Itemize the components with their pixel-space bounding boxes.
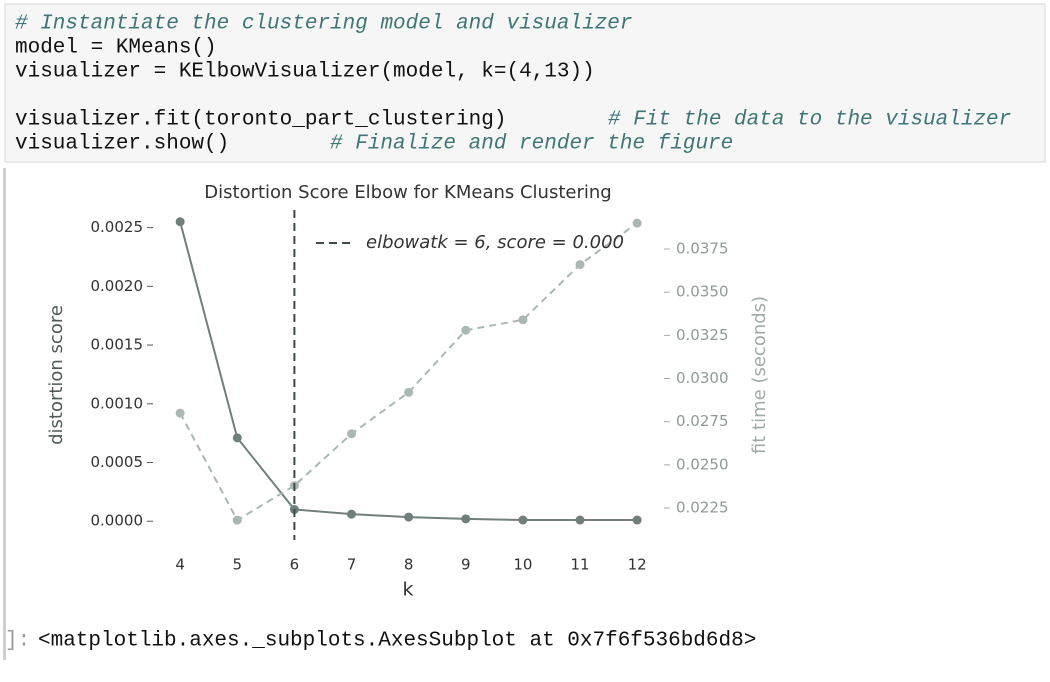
code-comment: # Fit the data to the visualizer (608, 109, 1011, 132)
data-point (461, 325, 471, 335)
code-line: model = KMeans() (15, 37, 217, 60)
y2-tick-label: 0.0350 (676, 283, 729, 301)
x-tick-label: 7 (347, 556, 357, 574)
y2-tick-label: 0.0250 (676, 455, 729, 473)
data-point (461, 514, 471, 524)
data-point (175, 217, 185, 227)
code-cell (4, 3, 1046, 163)
data-point (404, 512, 414, 522)
output-bar (3, 168, 6, 660)
x-tick-label: 12 (628, 556, 647, 574)
data-point (632, 218, 642, 228)
data-point (175, 408, 185, 418)
y-tick-label: 0.0025 (91, 218, 144, 236)
data-point (347, 429, 357, 439)
data-point (232, 433, 242, 443)
data-point (575, 515, 585, 525)
code-line: visualizer.show() (15, 133, 229, 156)
x-tick-label: 6 (290, 556, 300, 574)
y2-tick-label: 0.0300 (676, 369, 729, 387)
y-tick-label: 0.0010 (91, 394, 144, 412)
series-line (179, 222, 638, 522)
data-point (632, 515, 642, 525)
code-line: visualizer.fit(toronto_part_clustering) (15, 109, 506, 132)
x-axis-label: k (402, 579, 413, 601)
x-tick-label: 8 (404, 556, 414, 574)
y-tick-label: 0.0000 (91, 512, 144, 530)
y-axis-label: distortion score (46, 305, 67, 445)
data-point (347, 509, 357, 519)
legend-label: elbowatk = 6, score = 0.000 (366, 232, 624, 253)
y2-tick-label: 0.0375 (676, 240, 729, 258)
y-tick-label: 0.0015 (91, 336, 144, 354)
y2-tick-label: 0.0325 (676, 326, 729, 344)
y-tick-label: 0.0005 (91, 453, 144, 471)
y-tick-label: 0.0020 (91, 277, 144, 295)
y2-tick-label: 0.0225 (676, 499, 729, 517)
data-point (404, 387, 414, 397)
data-point (575, 260, 585, 270)
y2-axis-label: fit time (seconds) (749, 296, 770, 454)
code-comment: # Finalize and render the figure (330, 133, 733, 156)
code-line: visualizer = KElbowVisualizer(model, k=(… (15, 61, 595, 84)
y2-tick-label: 0.0275 (676, 412, 729, 430)
x-tick-label: 5 (232, 556, 242, 574)
chart-title: Distortion Score Elbow for KMeans Cluste… (204, 182, 611, 203)
x-tick-label: 11 (570, 556, 589, 574)
x-tick-label: 10 (513, 556, 532, 574)
output-prompt: ]: (5, 630, 30, 653)
output-text: <matplotlib.axes._subplots.AxesSubplot a… (38, 630, 756, 653)
data-point (518, 315, 528, 325)
x-tick-label: 4 (175, 556, 185, 574)
code-comment: # Instantiate the clustering model and v… (15, 13, 633, 36)
series-line (179, 221, 638, 522)
data-point (232, 515, 242, 525)
data-point (518, 515, 528, 525)
x-tick-label: 9 (461, 556, 471, 574)
